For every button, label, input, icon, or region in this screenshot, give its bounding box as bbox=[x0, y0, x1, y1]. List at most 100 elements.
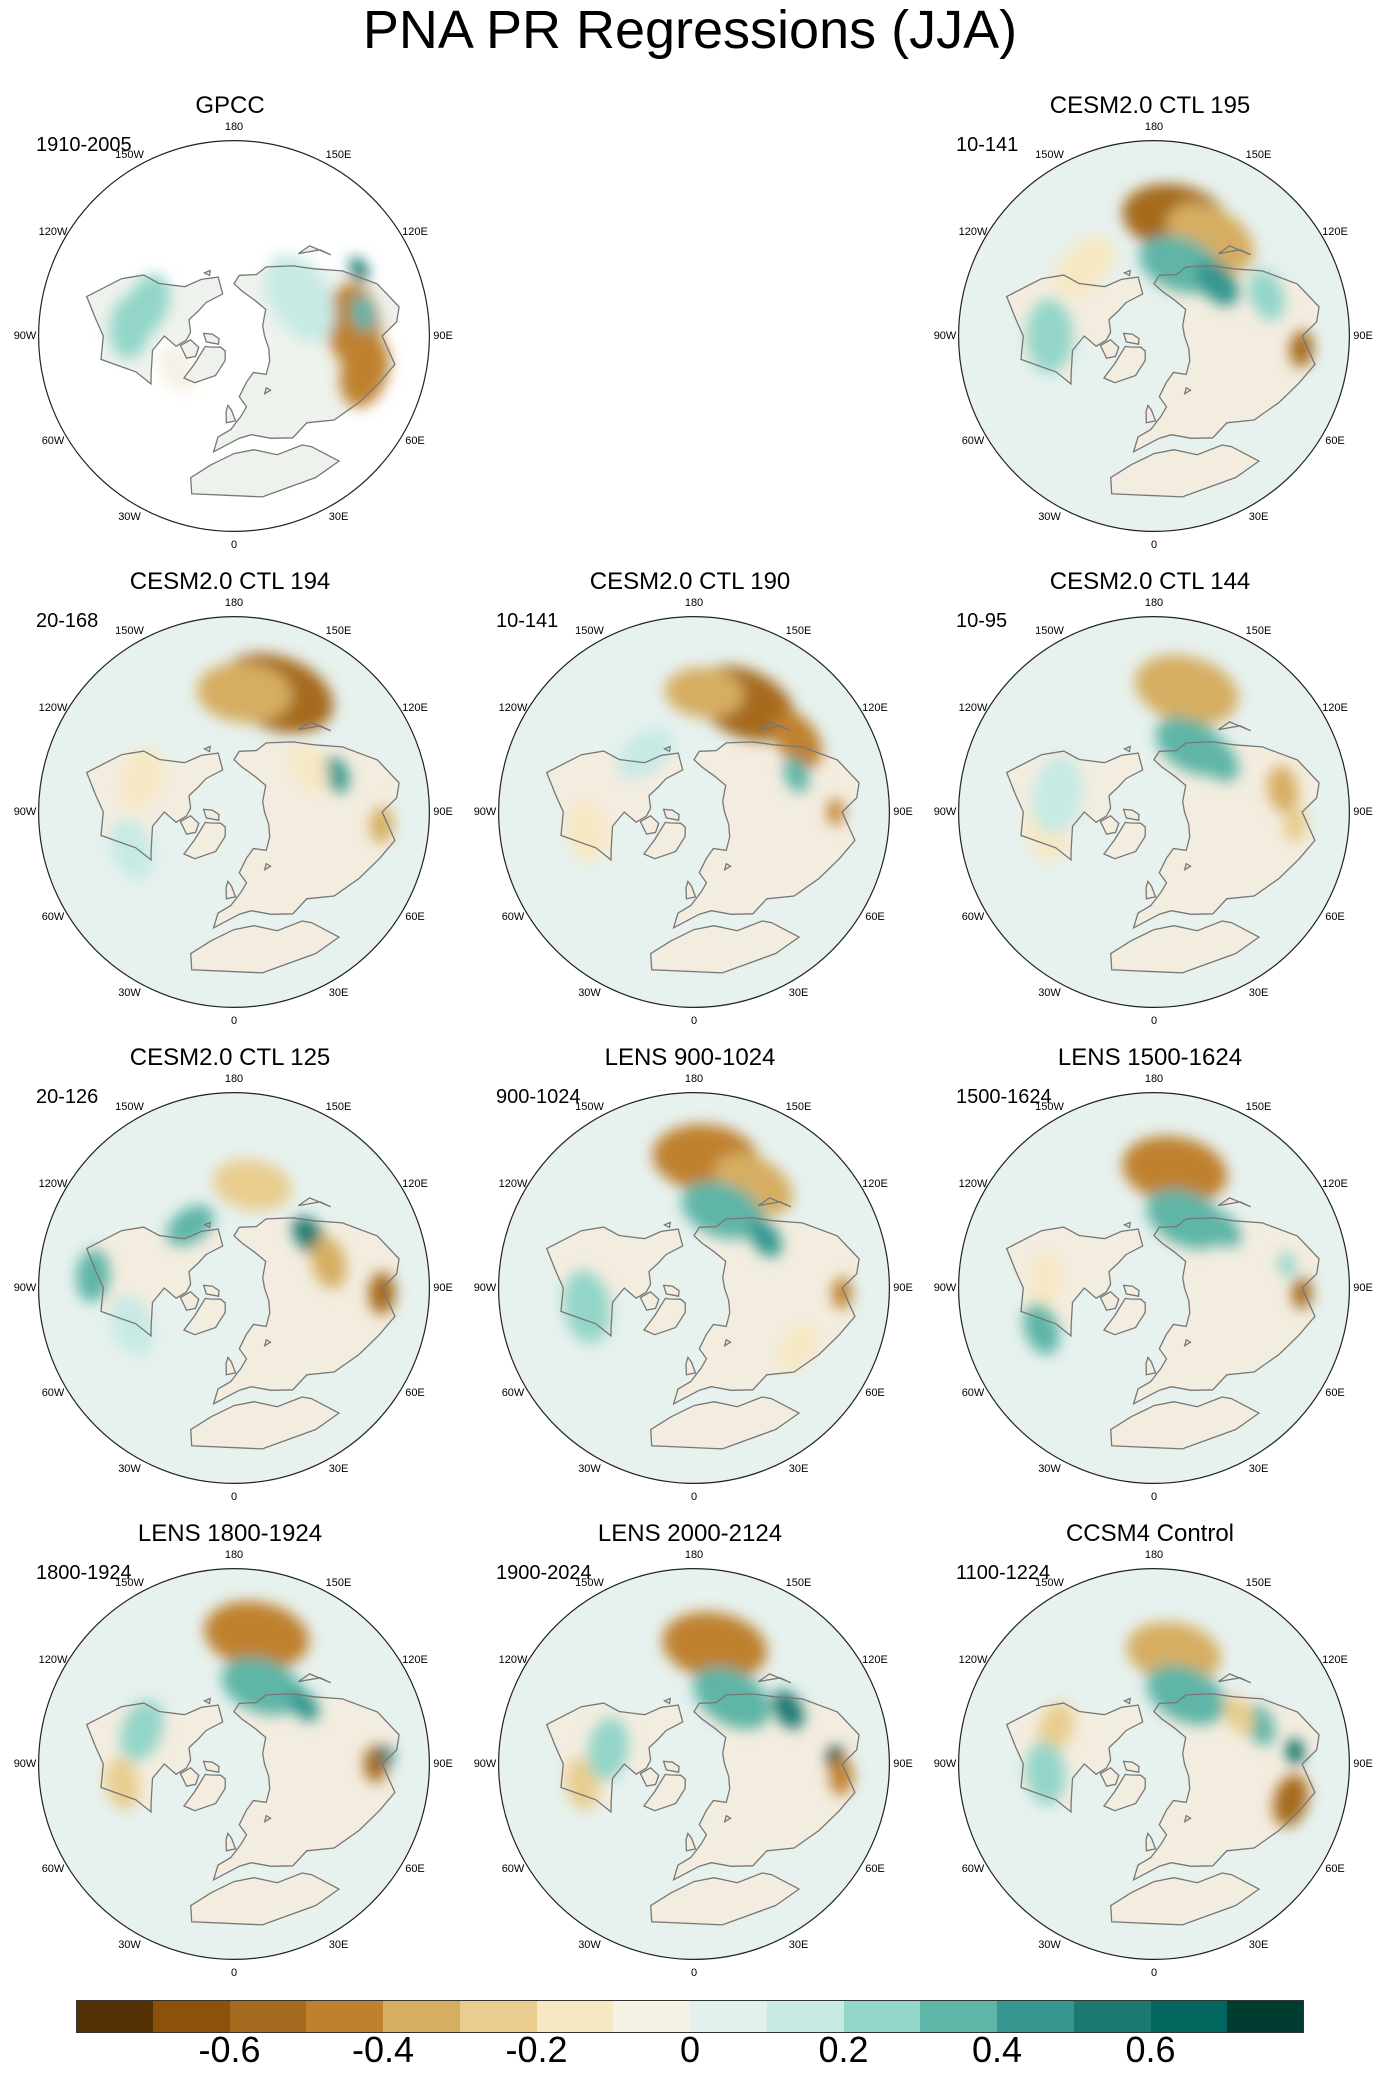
colorbar-swatch bbox=[766, 2000, 844, 2033]
colorbar-tick-label: 0 bbox=[679, 2029, 701, 2070]
coastline bbox=[1102, 821, 1146, 860]
coastline bbox=[190, 444, 341, 498]
polar-map-svg bbox=[958, 140, 1350, 532]
longitude-label: 150W bbox=[575, 1577, 604, 1589]
longitude-label: 150E bbox=[325, 149, 352, 161]
coastline bbox=[642, 821, 686, 860]
colorbar-swatch bbox=[1150, 2000, 1228, 2033]
coastline bbox=[685, 1355, 697, 1376]
longitude-label: 60E bbox=[405, 434, 425, 447]
coastline bbox=[263, 386, 272, 396]
coastline bbox=[1218, 1673, 1252, 1684]
coastline bbox=[190, 1396, 341, 1450]
polar-map-svg bbox=[498, 1092, 890, 1484]
colorbar-swatch bbox=[690, 2000, 767, 2033]
map-boundary bbox=[498, 1092, 890, 1484]
coastline bbox=[642, 1773, 686, 1812]
panel-title: CESM2.0 CTL 190 bbox=[589, 568, 791, 595]
longitude-label: 60W bbox=[961, 1862, 985, 1875]
land-shade bbox=[213, 1693, 400, 1880]
longitude-label: 60W bbox=[961, 1386, 985, 1399]
panel-title: GPCC bbox=[195, 92, 265, 119]
anomaly-region bbox=[120, 1699, 164, 1762]
longitude-label: 60E bbox=[405, 1862, 425, 1875]
coastline bbox=[1099, 1291, 1120, 1311]
longitude-label: 30W bbox=[578, 1938, 601, 1951]
polar-map bbox=[958, 1568, 1350, 1960]
longitude-label: 60E bbox=[865, 1386, 885, 1399]
coastline bbox=[758, 1673, 792, 1684]
longitude-label: 150E bbox=[1245, 1101, 1272, 1113]
coastline bbox=[1099, 815, 1120, 835]
coastline bbox=[1110, 1872, 1261, 1926]
panel-title: CESM2.0 CTL 125 bbox=[129, 1044, 331, 1071]
colorbar-tick-label: 0.2 bbox=[818, 2029, 869, 2070]
coastline bbox=[182, 1297, 226, 1336]
longitude-label: 180 bbox=[224, 1073, 244, 1085]
longitude-label: 180 bbox=[224, 1549, 244, 1561]
anomaly-region bbox=[323, 756, 349, 793]
panel-title: CCSM4 Control bbox=[1065, 1520, 1235, 1547]
coastline bbox=[1102, 1773, 1146, 1812]
map-boundary bbox=[498, 616, 890, 1008]
coastline bbox=[639, 815, 660, 835]
anomaly-region bbox=[566, 799, 608, 863]
coastline bbox=[639, 1767, 660, 1787]
longitude-label: 0 bbox=[1150, 1491, 1158, 1503]
longitude-label: 120W bbox=[958, 1177, 988, 1190]
coastline bbox=[182, 345, 226, 384]
coastline bbox=[545, 1702, 684, 1814]
coastline bbox=[179, 339, 200, 359]
colorbar-tick-label: 0.6 bbox=[1125, 2029, 1176, 2070]
land-shade bbox=[673, 1693, 860, 1880]
anomaly-region bbox=[221, 1657, 304, 1716]
longitude-label: 30E bbox=[328, 986, 349, 999]
longitude-label: 30E bbox=[788, 986, 809, 999]
anomaly-region bbox=[1037, 1702, 1074, 1754]
panel-year-range: 1910-2005 bbox=[36, 134, 132, 156]
land-shade bbox=[644, 1298, 686, 1335]
land-shade bbox=[673, 1217, 860, 1404]
polar-map bbox=[958, 1092, 1350, 1484]
longitude-label: 150W bbox=[1035, 1101, 1064, 1113]
panel-title: LENS 900-1024 bbox=[604, 1044, 776, 1071]
anomaly-region bbox=[1286, 1738, 1304, 1765]
coastline bbox=[85, 1226, 224, 1338]
coastline bbox=[225, 1831, 237, 1852]
longitude-label: 30E bbox=[1248, 510, 1269, 523]
longitude-label: 120W bbox=[958, 1653, 988, 1666]
longitude-label: 180 bbox=[224, 121, 244, 133]
anomaly-region bbox=[157, 344, 198, 394]
longitude-label: 180 bbox=[1144, 121, 1164, 133]
land-shade bbox=[1104, 1298, 1146, 1335]
map-boundary bbox=[958, 616, 1350, 1008]
land-shade bbox=[1146, 405, 1156, 423]
map-background bbox=[958, 616, 1350, 1008]
longitude-label: 30W bbox=[578, 986, 601, 999]
longitude-label: 90W bbox=[473, 806, 497, 818]
coastline bbox=[1132, 265, 1320, 454]
coastline bbox=[685, 879, 697, 900]
longitude-label: 120E bbox=[862, 701, 888, 714]
land-shade bbox=[650, 1397, 799, 1449]
coastline bbox=[1110, 1396, 1261, 1450]
coastline bbox=[545, 750, 684, 862]
land-shade bbox=[1110, 1397, 1259, 1449]
anomaly-region bbox=[1053, 235, 1116, 298]
coastline bbox=[1218, 245, 1252, 256]
longitude-label: 120W bbox=[38, 1653, 68, 1666]
coastline bbox=[298, 721, 332, 732]
anomaly-region bbox=[772, 711, 823, 769]
anomaly-region bbox=[664, 667, 745, 718]
coastline bbox=[662, 1221, 672, 1229]
coastline bbox=[1005, 1702, 1144, 1814]
panel-title: LENS 2000-2124 bbox=[597, 1520, 783, 1547]
anomaly-region bbox=[105, 1757, 140, 1810]
longitude-label: 30W bbox=[118, 1462, 141, 1475]
anomaly-region bbox=[662, 1611, 768, 1681]
coastline bbox=[182, 1773, 226, 1812]
land-shade bbox=[1104, 1774, 1146, 1811]
panel-title: CESM2.0 CTL 195 bbox=[1049, 92, 1251, 119]
longitude-label: 0 bbox=[230, 1967, 238, 1979]
coastline bbox=[639, 1291, 660, 1311]
